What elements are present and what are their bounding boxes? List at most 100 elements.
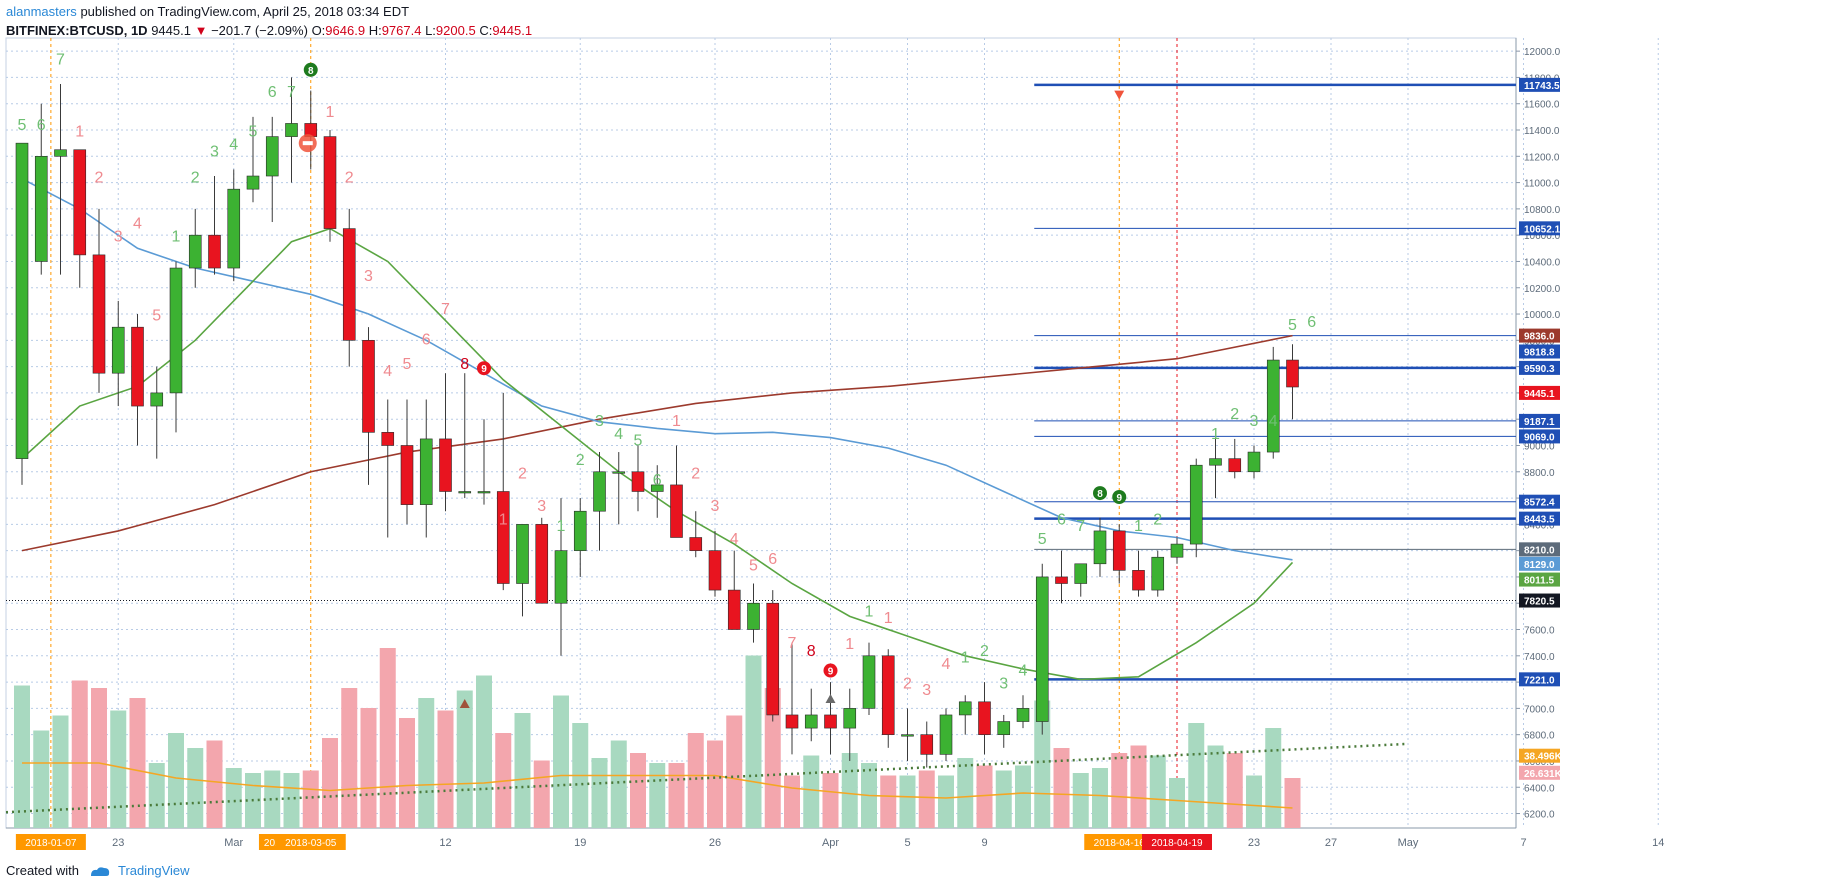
price-tag-label: 9187.1 — [1524, 417, 1555, 428]
publish-line: alanmasters published on TradingView.com… — [6, 2, 1816, 21]
td-count-label: 3 — [595, 413, 604, 430]
volume-bar — [1111, 753, 1128, 828]
volume-bar — [1034, 700, 1051, 828]
volume-bar — [91, 688, 107, 828]
td-count-label: 3 — [1250, 413, 1259, 430]
candle-body — [400, 445, 414, 505]
candle-body — [34, 156, 48, 262]
price-tag — [1519, 765, 1560, 780]
volume-bar — [206, 740, 223, 828]
setup-circle-marker — [1093, 486, 1107, 501]
td-count-label: 5 — [403, 356, 412, 373]
x-tick-label: May — [1398, 837, 1419, 849]
candle-body — [516, 524, 529, 584]
x-tick-label: 7 — [1520, 837, 1526, 849]
td-count-label: 3 — [114, 229, 123, 246]
td-count-label: 8 — [460, 356, 469, 373]
price-tag-label: 38.496K — [1524, 752, 1563, 763]
volume-bar — [283, 773, 300, 828]
candle-body — [1074, 563, 1088, 584]
candle-body — [1035, 576, 1049, 722]
candle-body — [1286, 359, 1299, 388]
x-tick-label: 27 — [1325, 837, 1337, 849]
td-count-label: 5 — [152, 308, 161, 325]
price-tag-label: 10652.1 — [1524, 224, 1561, 235]
candle-body — [1189, 464, 1203, 545]
td-count-label: 2 — [691, 465, 700, 482]
x-tick-label: Mar — [224, 837, 243, 849]
date-marker-label: 2018-03-05 — [285, 838, 337, 849]
y-tick-label: 12000.0 — [1524, 47, 1561, 58]
td-count-label: 4 — [383, 363, 392, 380]
volume-bar — [71, 680, 88, 828]
td-count-label: 6 — [1057, 511, 1066, 528]
setup-circle-label: 8 — [308, 66, 314, 77]
price-tag — [1519, 572, 1560, 587]
td-count-label: 4 — [614, 426, 623, 443]
candle-body — [419, 438, 433, 505]
candle-body — [92, 254, 106, 374]
candle-body — [265, 136, 279, 177]
td-count-label: 7 — [56, 51, 65, 68]
price-tag-label: 8011.5 — [1524, 576, 1554, 587]
price-tag-label: 9069.0 — [1524, 432, 1555, 443]
y-tick-label: 6800.0 — [1524, 731, 1555, 742]
volume-bar — [899, 775, 916, 828]
candle-body — [843, 708, 857, 729]
td-count-label: 2 — [1153, 511, 1162, 528]
author-link[interactable]: alanmasters — [6, 4, 77, 19]
tradingview-logo-icon — [90, 866, 109, 876]
candle-body — [824, 714, 837, 729]
y-tick-label: 11000.0 — [1524, 179, 1560, 190]
candle-body — [73, 149, 87, 256]
price-tag-label: 7820.5 — [1524, 597, 1555, 608]
candle-body — [997, 721, 1011, 735]
volume-bar — [707, 740, 723, 828]
td-count-label: 4 — [942, 656, 951, 673]
candle-body — [1112, 530, 1126, 571]
volume-bar — [52, 715, 69, 828]
setup-circle-label: 8 — [1097, 489, 1103, 500]
volume-bar — [938, 775, 954, 828]
volume-bar — [1072, 773, 1089, 828]
y-tick-label: 10200.0 — [1524, 284, 1561, 295]
date-marker-tag — [15, 834, 86, 850]
td-count-label: 1 — [499, 511, 508, 528]
y-tick-label: 9000.0 — [1524, 441, 1555, 452]
price-tag-label: 9818.8 — [1524, 348, 1555, 359]
price-tag — [1519, 542, 1560, 557]
ohlc-line: BITFINEX:BTCUSD, 1D 9445.1 ▼ −201.7 (−2.… — [6, 21, 1816, 40]
setup-circle-marker — [303, 62, 318, 77]
candle-body — [747, 602, 760, 630]
volume-bar — [476, 675, 492, 828]
price-tag-label: 9836.0 — [1524, 332, 1555, 343]
volume-bar — [1149, 755, 1166, 828]
td-count-label: 7 — [1076, 518, 1085, 535]
volume-bar — [649, 763, 666, 828]
volume-bar — [14, 685, 30, 828]
y-tick-label: 7000.0 — [1524, 704, 1555, 715]
volume-bar — [976, 765, 993, 828]
date-marker-tag — [275, 834, 346, 850]
td-count-label: 5 — [749, 557, 758, 574]
price-tag-label: 8129.0 — [1524, 560, 1555, 571]
volume-bar — [148, 763, 165, 828]
td-count-label: 1 — [172, 229, 181, 246]
y-tick-label: 10400.0 — [1524, 257, 1561, 268]
candle-body — [727, 589, 741, 630]
candle-body — [593, 471, 606, 512]
td-count-label: 6 — [653, 472, 662, 489]
candle-body — [477, 491, 491, 494]
tradingview-link[interactable]: TradingView — [118, 863, 190, 878]
price-tag — [1519, 385, 1560, 400]
candle-body — [554, 550, 568, 604]
td-count-label: 6 — [768, 551, 777, 568]
candle-body — [1247, 451, 1261, 473]
date-marker-label: 2018-04-16 — [1094, 838, 1146, 849]
candle-body — [785, 714, 799, 729]
price-tag-label: 8210.0 — [1524, 545, 1555, 556]
td-count-label: 4 — [133, 216, 142, 233]
last-price: 9445.1 — [151, 23, 191, 38]
alert-minus-icon — [302, 141, 313, 146]
